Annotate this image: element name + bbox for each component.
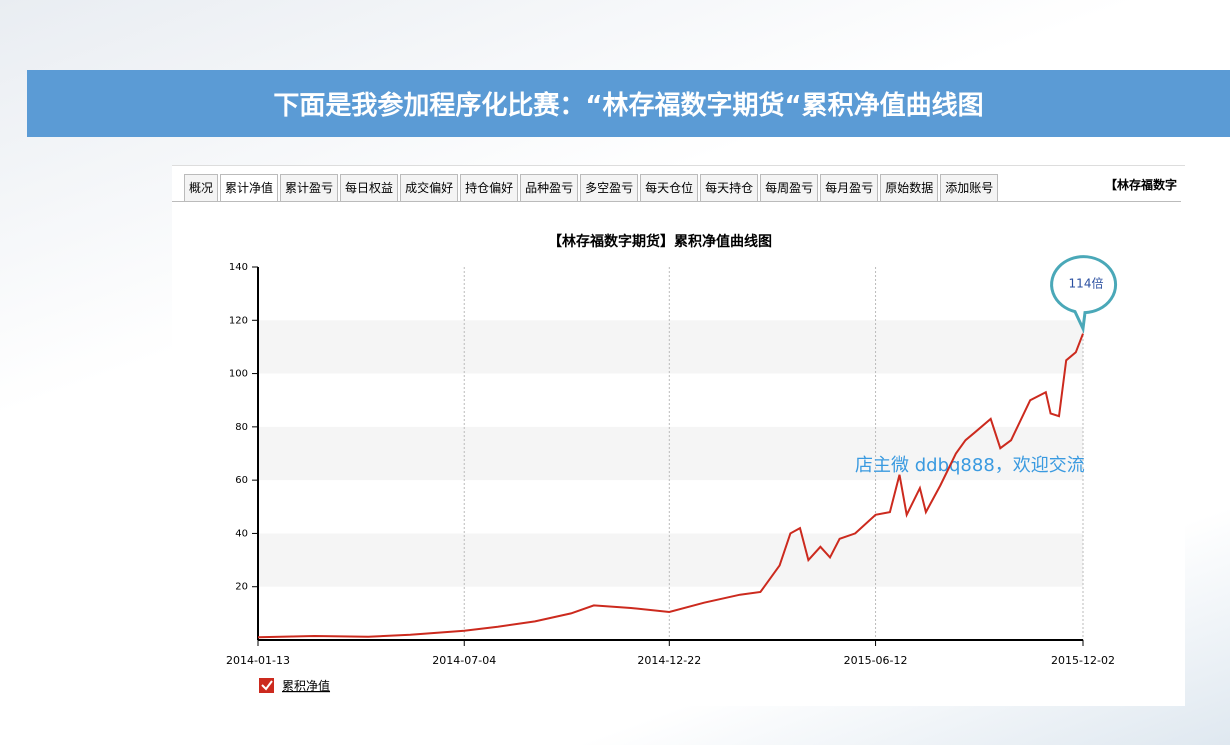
grid-band [258,426,1083,481]
brand-label: 【林存福数字 [1104,178,1177,192]
x-tick-label: 2015-06-12 [844,654,908,667]
legend-label: 累积净值 [282,678,330,693]
tab[interactable]: 持仓偏好 [460,174,519,201]
watermark: 店主微 ddbq888，欢迎交流 [855,455,1085,476]
y-tick-label: 120 [229,315,248,326]
tab[interactable]: 多空盈亏 [580,174,639,201]
y-tick-label: 80 [235,422,248,433]
x-tick-label: 2014-07-04 [432,654,496,667]
line-series [257,333,1084,639]
banner-title: 下面是我参加程序化比赛：“林存福数字期货“累积净值曲线图 [27,70,1230,137]
y-tick-label: 20 [235,582,248,593]
tab[interactable]: 概况 [184,174,219,201]
y-tick-label: 40 [235,528,248,539]
chart-title: 【林存福数字期货】累积净值曲线图 [548,233,772,250]
y-tick-label: 100 [229,369,248,380]
tab[interactable]: 每日权益 [340,174,399,201]
grid-band [258,320,1083,374]
tab[interactable]: 原始数据 [880,174,939,201]
callout-label: 114倍 [1069,276,1104,291]
callout-bubble [1050,255,1118,334]
x-tick-label: 2014-12-22 [637,654,701,667]
tab[interactable]: 成交偏好 [400,174,459,201]
tab[interactable]: 添加账号 [940,174,999,201]
tab-line [172,201,1181,202]
tab-bar: 概况 累计净值 累计盈亏 每日权益 成交偏好 持仓偏好 品种盈亏 多空盈亏 每天仓位 每天持仓 每周… [184,174,999,201]
tab[interactable]: 品种盈亏 [520,174,579,201]
legend-check [261,680,273,691]
grid-band [258,533,1083,587]
x-tick-label: 2015-12-02 [1051,654,1115,667]
x-tick-label: 2014-01-13 [226,654,290,667]
tab[interactable]: 每月盈亏 [820,174,879,201]
tab[interactable]: 每天持仓 [700,174,759,201]
tab[interactable]: 每周盈亏 [760,174,819,201]
tab[interactable]: 累计盈亏 [280,174,339,201]
y-tick-label: 140 [229,262,248,273]
y-tick-label: 60 [235,475,248,486]
tab[interactable]: 每天仓位 [640,174,699,201]
tab[interactable]: 累计净值 [220,174,279,201]
legend-checkbox[interactable] [259,678,274,693]
